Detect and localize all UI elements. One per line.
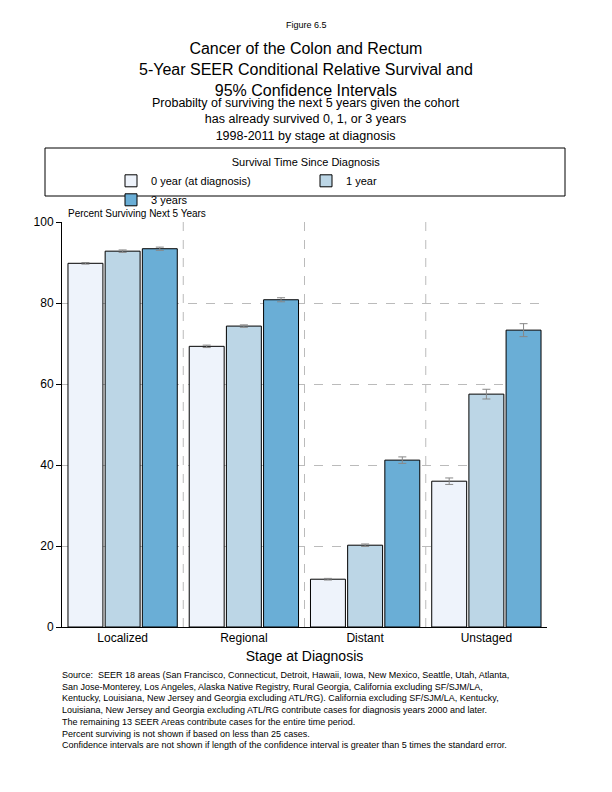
svg-text:20: 20 [40,539,54,553]
svg-text:0 year (at diagnosis): 0 year (at diagnosis) [151,175,251,187]
svg-text:Figure 6.5: Figure 6.5 [286,20,327,30]
svg-text:40: 40 [40,458,54,472]
svg-text:Probabilty of surviving the ne: Probabilty of surviving the next 5 years… [152,96,460,143]
svg-text:Cancer of the Colon and Rectum: Cancer of the Colon and Rectum5-Year SEE… [139,40,473,99]
svg-text:80: 80 [40,296,54,310]
svg-text:Unstaged: Unstaged [461,631,512,645]
svg-text:Source: SEER 18 areas (San Fr: Source: SEER 18 areas (San Francisco, Co… [62,670,509,750]
svg-text:Stage at Diagnosis: Stage at Diagnosis [246,648,364,664]
svg-text:100: 100 [34,215,54,229]
svg-text:Distant: Distant [346,631,384,645]
svg-text:Survival Time Since Diagnosis: Survival Time Since Diagnosis [232,156,380,168]
svg-text:Regional: Regional [220,631,267,645]
svg-text:0: 0 [47,620,54,634]
svg-text:60: 60 [40,377,54,391]
svg-text:Percent Surviving Next 5 Years: Percent Surviving Next 5 Years [68,208,206,219]
svg-text:1 year: 1 year [346,175,377,187]
svg-text:Localized: Localized [97,631,148,645]
svg-text:3 years: 3 years [151,194,188,206]
